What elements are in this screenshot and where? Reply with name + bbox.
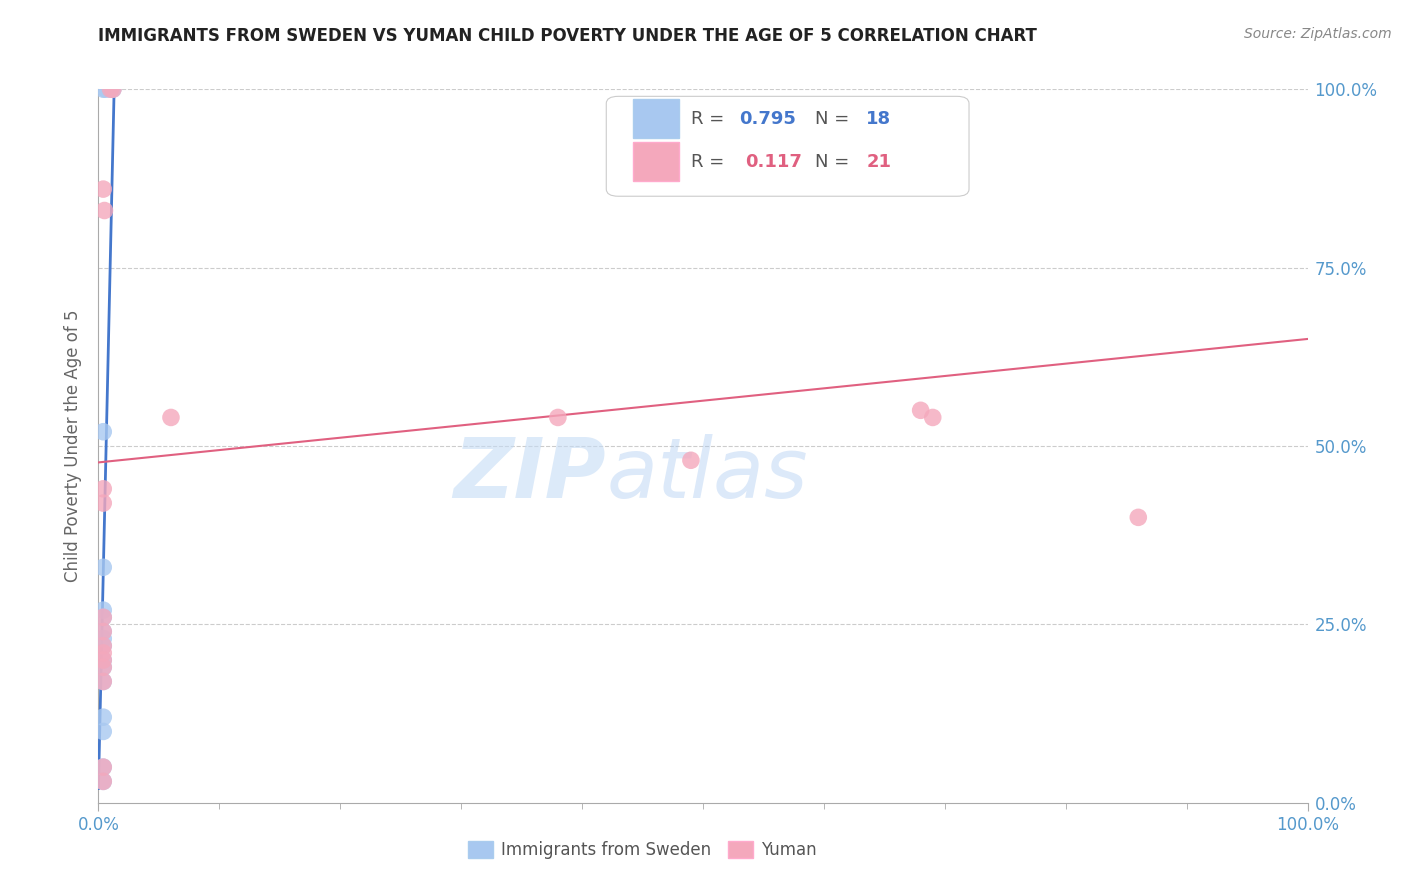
Point [101, 82, 124, 96]
Text: R =: R = [690, 111, 730, 128]
Point [160, 410, 183, 425]
Legend: Immigrants from Sweden, Yuman: Immigrants from Sweden, Yuman [461, 834, 824, 866]
Point [100, 82, 122, 96]
Point [91, 610, 114, 624]
Point [91, 674, 114, 689]
Point [91, 653, 114, 667]
Point [91, 760, 114, 774]
Point [91, 710, 114, 724]
Text: atlas: atlas [606, 434, 808, 515]
Point [91, 724, 114, 739]
Point [910, 403, 932, 417]
FancyBboxPatch shape [633, 142, 679, 181]
Text: 0.117: 0.117 [745, 153, 803, 171]
Point [91, 774, 114, 789]
Point [93, 203, 115, 218]
Text: Source: ZipAtlas.com: Source: ZipAtlas.com [1244, 27, 1392, 41]
Point [91, 760, 114, 774]
Point [91, 624, 114, 639]
Text: N =: N = [815, 111, 855, 128]
Point [91, 496, 114, 510]
Point [91, 610, 114, 624]
Point [91, 560, 114, 574]
Point [91, 425, 114, 439]
Text: N =: N = [815, 153, 855, 171]
Point [91, 674, 114, 689]
Point [91, 639, 114, 653]
FancyBboxPatch shape [606, 96, 969, 196]
Point [91, 632, 114, 646]
Point [91, 646, 114, 660]
Point [547, 410, 569, 425]
Point [91, 82, 114, 96]
Point [94, 82, 117, 96]
Point [91, 774, 114, 789]
Point [1128, 510, 1150, 524]
Point [91, 182, 114, 196]
Text: R =: R = [690, 153, 735, 171]
Point [91, 482, 114, 496]
Point [101, 82, 124, 96]
Text: 18: 18 [866, 111, 891, 128]
Point [921, 410, 943, 425]
Point [100, 82, 122, 96]
Text: ZIP: ZIP [454, 434, 606, 515]
Y-axis label: Child Poverty Under the Age of 5: Child Poverty Under the Age of 5 [63, 310, 82, 582]
Point [679, 453, 702, 467]
Text: IMMIGRANTS FROM SWEDEN VS YUMAN CHILD POVERTY UNDER THE AGE OF 5 CORRELATION CHA: IMMIGRANTS FROM SWEDEN VS YUMAN CHILD PO… [98, 27, 1038, 45]
FancyBboxPatch shape [633, 99, 679, 138]
Text: 0.795: 0.795 [740, 111, 796, 128]
Point [91, 653, 114, 667]
Point [91, 639, 114, 653]
Text: 21: 21 [866, 153, 891, 171]
Point [91, 624, 114, 639]
Point [91, 660, 114, 674]
Point [91, 660, 114, 674]
Point [91, 603, 114, 617]
